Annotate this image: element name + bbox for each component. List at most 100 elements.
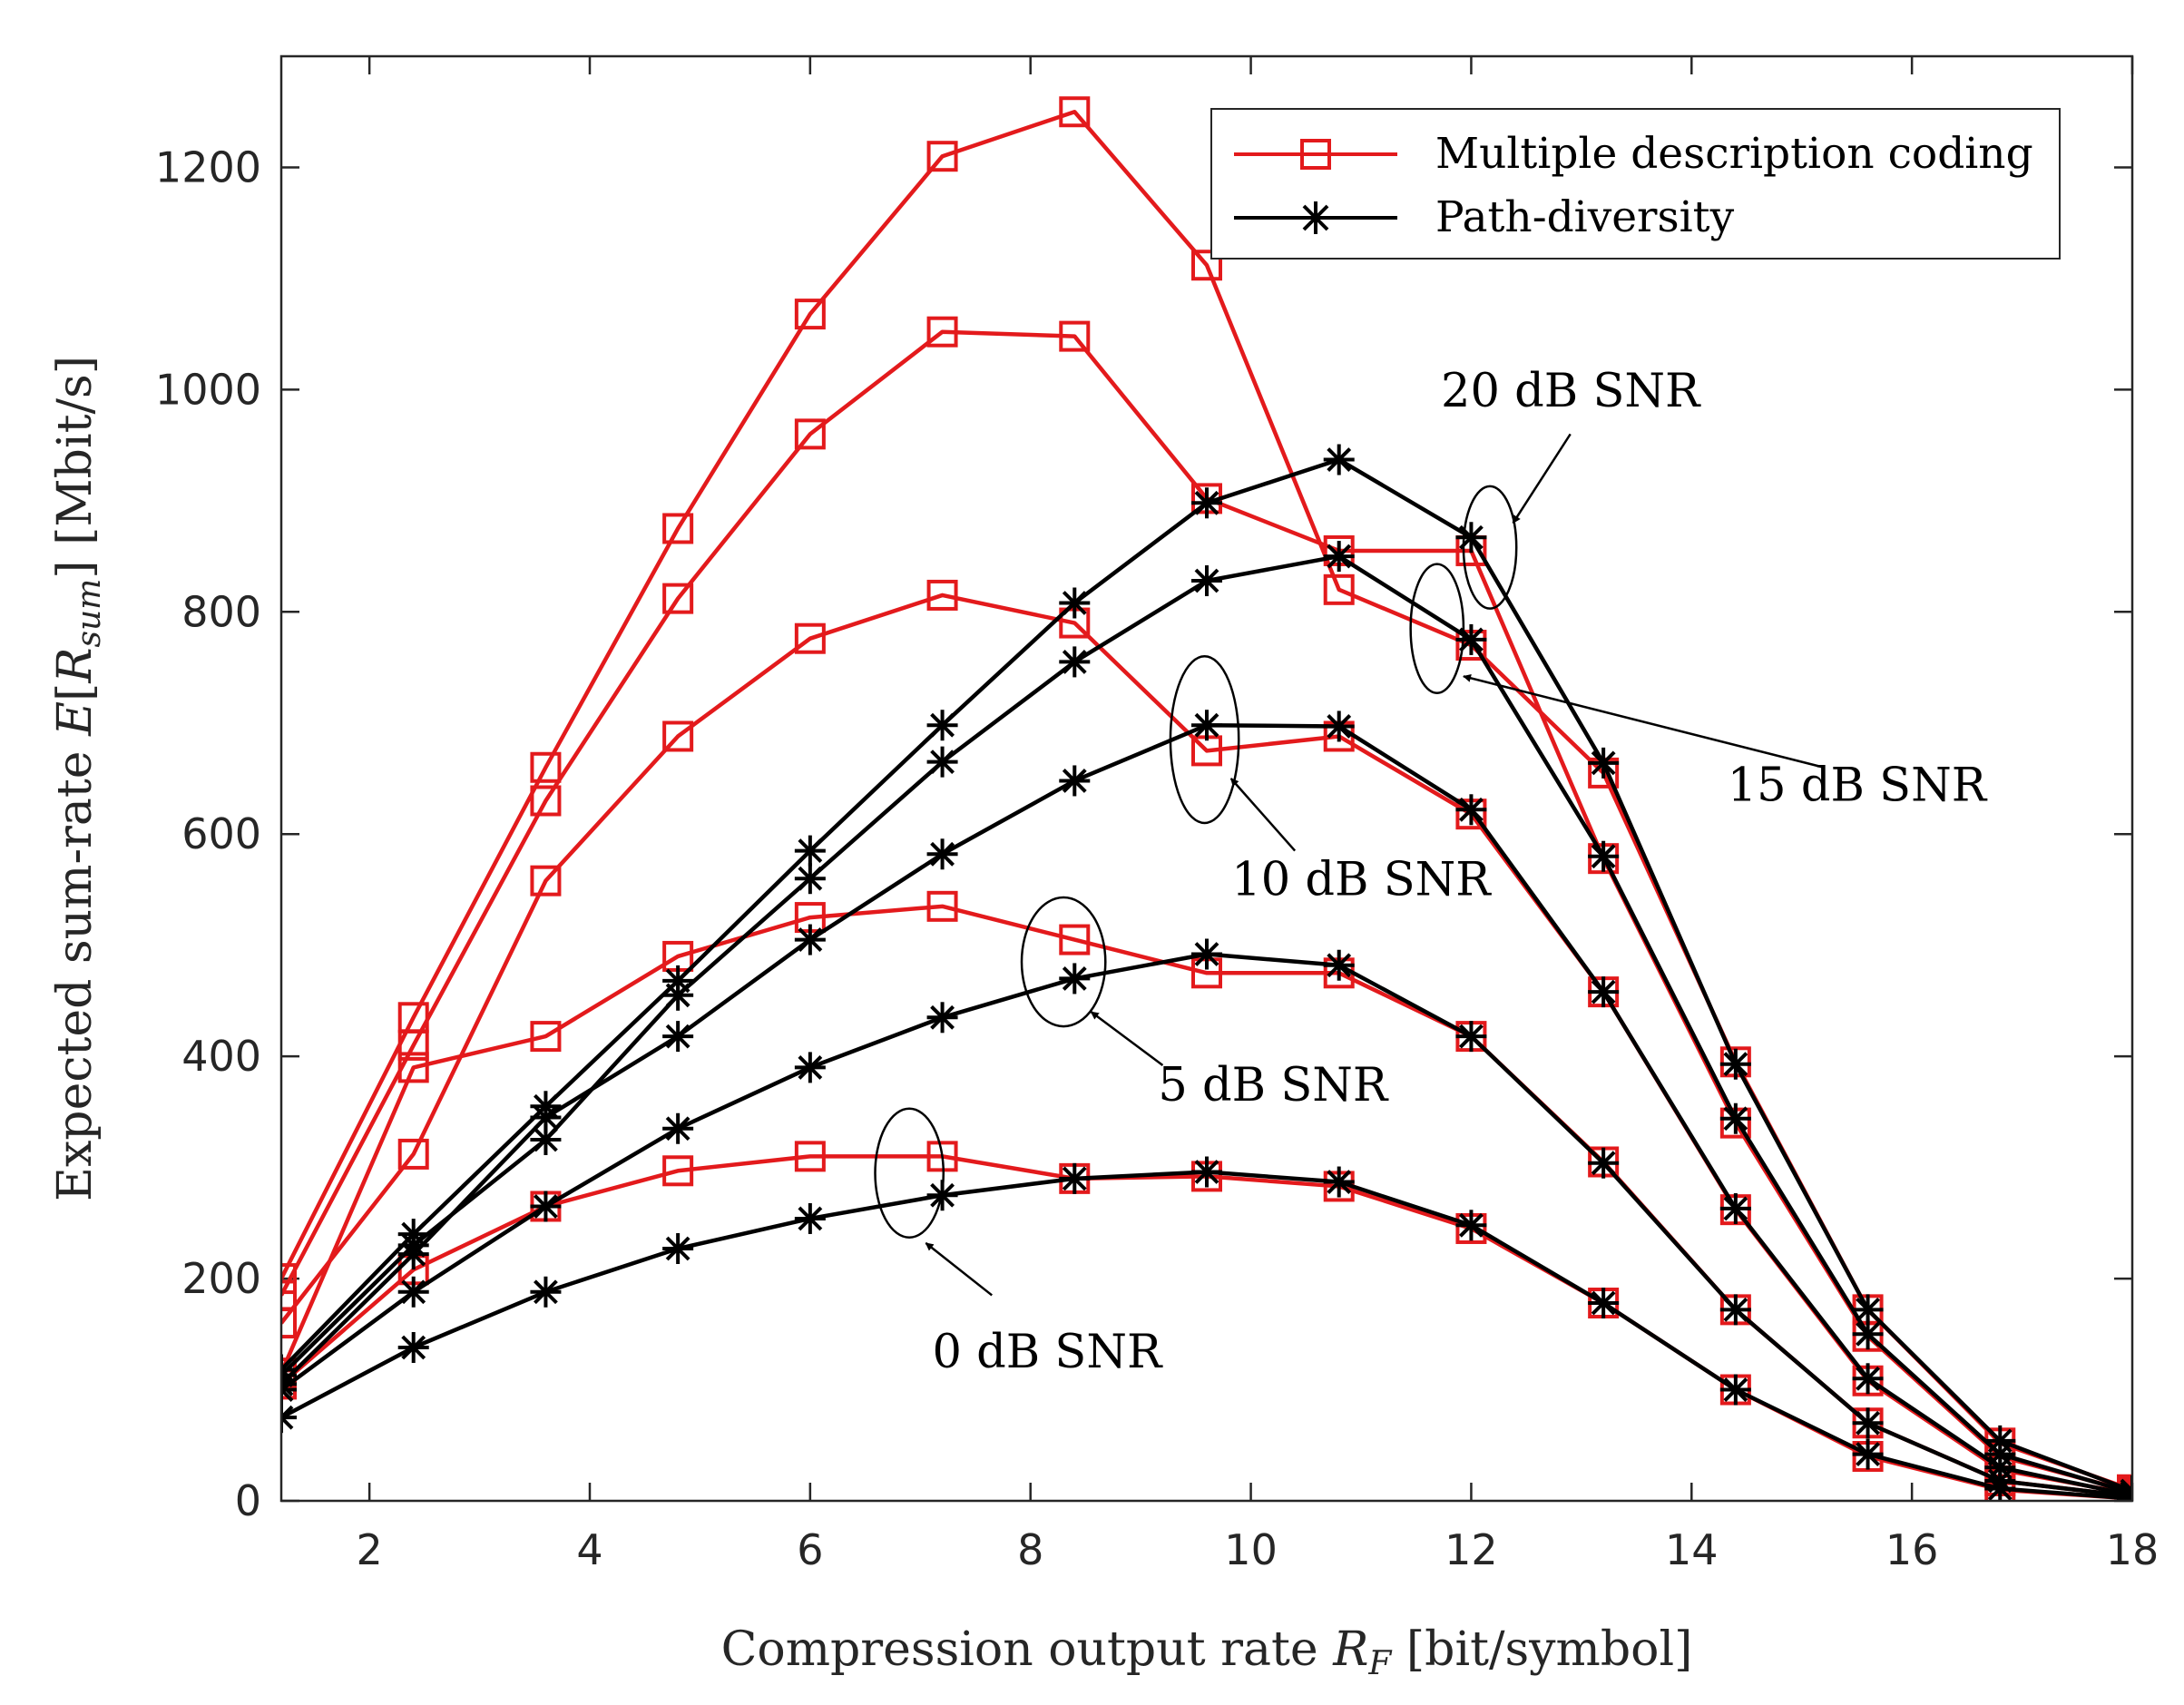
- asterisk-marker: [794, 835, 826, 867]
- square-marker: [530, 785, 562, 817]
- asterisk-marker: [1852, 1318, 1884, 1350]
- legend-item-mdc: Multiple description coding: [1234, 129, 2033, 179]
- x-tick-label: 18: [2106, 1525, 2160, 1574]
- series-path-diversity-10-db-snr: [281, 710, 2132, 1501]
- asterisk-marker: [281, 1374, 297, 1406]
- asterisk-marker: [397, 1276, 429, 1308]
- snr-annotations: 20 dB SNR 15 dB SNR 10 dB SNR 5 dB SNR 0 dB …: [874, 365, 1988, 1379]
- annotation-10-db-snr: 10 dB SNR: [1169, 655, 1492, 907]
- annotation-arrow: [1463, 673, 1825, 769]
- square-marker: [281, 1308, 297, 1339]
- asterisk-marker: [1455, 1021, 1487, 1053]
- legend-asterisk-marker: [1299, 201, 1332, 234]
- asterisk-marker: [1984, 1473, 2016, 1501]
- asterisk-marker: [1852, 1363, 1884, 1395]
- asterisk-marker: [1191, 710, 1222, 741]
- square-marker: [926, 579, 958, 611]
- square-marker: [281, 1263, 297, 1295]
- asterisk-marker: [1191, 938, 1222, 970]
- x-tick-label: 8: [1017, 1525, 1043, 1574]
- square-marker: [1191, 250, 1222, 281]
- asterisk-marker: [926, 838, 958, 870]
- square-marker: [926, 141, 958, 172]
- asterisk-marker: [1588, 840, 1620, 872]
- asterisk-marker: [1852, 1438, 1884, 1470]
- asterisk-marker: [1059, 646, 1091, 678]
- asterisk-marker: [1059, 765, 1091, 797]
- y-tick-label: 600: [181, 809, 261, 858]
- annotation-arrow: [1512, 433, 1572, 524]
- square-marker: [926, 316, 958, 348]
- asterisk-marker: [1059, 1162, 1091, 1194]
- asterisk-marker: [926, 746, 958, 778]
- annotation-label: 15 dB SNR: [1728, 759, 1988, 812]
- asterisk-marker: [1059, 587, 1091, 619]
- x-tick-label: 14: [1665, 1525, 1719, 1574]
- asterisk-marker: [1455, 1210, 1487, 1241]
- square-marker: [397, 1052, 429, 1083]
- asterisk-marker: [397, 1239, 429, 1270]
- annotation-ellipse: [1020, 896, 1107, 1028]
- legend-square-marker: [1300, 139, 1331, 170]
- asterisk-marker: [794, 1052, 826, 1083]
- series-layer: [281, 96, 2132, 1501]
- annotation-ellipse: [1169, 655, 1240, 825]
- asterisk-marker: [1719, 1048, 1751, 1080]
- square-marker: [794, 299, 826, 330]
- annotation-0-db-snr: 0 dB SNR: [874, 1107, 1163, 1379]
- square-marker: [1059, 924, 1091, 955]
- asterisk-marker: [1191, 565, 1222, 597]
- square-marker: [397, 1138, 429, 1170]
- asterisk-marker: [1323, 541, 1355, 573]
- asterisk-marker: [1719, 1192, 1751, 1224]
- asterisk-marker: [794, 863, 826, 895]
- square-marker: [794, 418, 826, 450]
- asterisk-marker: [281, 1402, 297, 1434]
- asterisk-marker: [530, 1124, 562, 1155]
- asterisk-marker: [662, 1021, 694, 1053]
- annotation-label: 5 dB SNR: [1158, 1059, 1389, 1112]
- square-marker: [926, 890, 958, 922]
- legend: Multiple description coding Path-diversi…: [1210, 108, 2061, 260]
- asterisk-marker: [794, 924, 826, 955]
- asterisk-marker: [1191, 1156, 1222, 1188]
- asterisk-marker: [662, 979, 694, 1011]
- y-tick-label: 800: [181, 587, 261, 636]
- legend-label-mdc: Multiple description coding: [1435, 129, 2033, 179]
- square-marker: [794, 1141, 826, 1172]
- x-tick-label: 4: [576, 1525, 602, 1574]
- asterisk-marker: [1719, 1374, 1751, 1406]
- annotation-arrow: [1090, 1011, 1164, 1066]
- asterisk-marker: [1455, 794, 1487, 826]
- asterisk-marker: [1588, 976, 1620, 1008]
- x-tick-label: 6: [797, 1525, 823, 1574]
- annotation-ellipse: [874, 1107, 945, 1240]
- asterisk-marker: [2117, 1483, 2132, 1501]
- asterisk-marker: [926, 1002, 958, 1034]
- annotation-label: 20 dB SNR: [1441, 365, 1701, 418]
- asterisk-marker: [1588, 1288, 1620, 1319]
- square-marker: [1059, 320, 1091, 352]
- asterisk-marker: [1455, 522, 1487, 554]
- x-tick-label: 10: [1224, 1525, 1278, 1574]
- legend-label-path-diversity: Path-diversity: [1435, 192, 1735, 242]
- annotation-15-db-snr: 15 dB SNR: [1409, 563, 1988, 812]
- y-tick-label: 1200: [155, 142, 261, 191]
- legend-box: [1210, 108, 2061, 260]
- annotation-arrow: [1229, 778, 1297, 852]
- x-tick-label: 16: [1885, 1525, 1939, 1574]
- square-marker: [662, 720, 694, 752]
- annotation-ellipse: [1462, 485, 1518, 610]
- asterisk-marker: [1719, 1294, 1751, 1326]
- annotation-20-db-snr: 20 dB SNR: [1441, 365, 1701, 610]
- asterisk-marker: [1191, 487, 1222, 519]
- x-tick-label: 2: [357, 1525, 383, 1574]
- square-marker: [662, 1155, 694, 1187]
- y-tick-label: 200: [181, 1254, 261, 1303]
- annotation-label: 10 dB SNR: [1231, 854, 1492, 907]
- annotation-ellipse: [1409, 563, 1465, 694]
- square-marker: [794, 622, 826, 654]
- asterisk-marker: [1852, 1407, 1884, 1439]
- asterisk-marker: [1323, 1166, 1355, 1198]
